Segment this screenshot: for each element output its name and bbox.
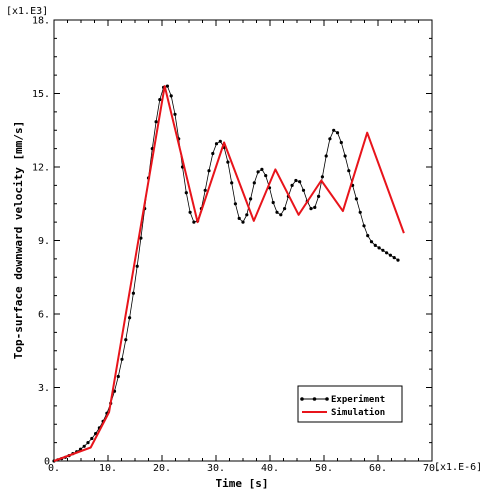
- experiment-point: [294, 178, 298, 183]
- x-tick-label: 30.: [207, 463, 225, 474]
- y-tick-label: 18.: [32, 16, 50, 27]
- experiment-point: [369, 240, 374, 244]
- x-tick-label: 60.: [369, 463, 387, 474]
- experiment-point: [320, 175, 324, 179]
- experiment-point: [392, 256, 396, 260]
- experiment-point: [211, 151, 215, 156]
- experiment-point: [256, 170, 260, 174]
- y-axis-title: Top-surface downward velocity [mm/s]: [12, 121, 25, 359]
- experiment-point: [120, 357, 124, 361]
- y-multiplier-label: [x1.E3]: [6, 6, 48, 17]
- experiment-point: [165, 84, 169, 88]
- experiment-point: [335, 131, 340, 135]
- x-multiplier-label: [x1.E-6]: [434, 462, 482, 473]
- experiment-point: [207, 169, 211, 173]
- legend: Experiment Simulation: [297, 385, 403, 423]
- experiment-point: [86, 441, 90, 445]
- experiment-point: [298, 180, 302, 184]
- experiment-point: [124, 338, 128, 342]
- experiment-point: [271, 200, 275, 205]
- experiment-point: [396, 258, 400, 262]
- legend-experiment-marker: [300, 397, 304, 401]
- legend-experiment-label: Experiment: [331, 394, 385, 405]
- series-layer: [52, 84, 405, 463]
- experiment-point: [154, 120, 158, 124]
- y-tick-label: 3.: [38, 383, 50, 394]
- experiment-point: [339, 140, 343, 145]
- experiment-point: [233, 202, 237, 206]
- axis-ticks: 0. 10. 20. 30. 40. 50. 60. 70. 0 3. 6. 9. 12. 15. 18.: [32, 16, 441, 475]
- experiment-point: [131, 291, 135, 295]
- experiment-point: [226, 160, 230, 164]
- experiment-point: [332, 128, 336, 132]
- x-tick-label: 40.: [261, 463, 279, 474]
- experiment-point: [252, 181, 256, 185]
- experiment-point: [377, 246, 381, 250]
- y-tick-label: 12.: [32, 163, 50, 174]
- experiment-point: [192, 220, 196, 224]
- experiment-point: [90, 436, 94, 441]
- experiment-point: [301, 188, 306, 192]
- experiment-point: [245, 213, 249, 217]
- experiment-point: [324, 154, 328, 158]
- experiment-point: [230, 181, 234, 185]
- experiment-point: [173, 112, 177, 116]
- experiment-point: [381, 248, 385, 252]
- experiment-point: [214, 142, 219, 146]
- legend-simulation-label: Simulation: [331, 407, 385, 418]
- y-tick-label: 6.: [38, 310, 50, 321]
- experiment-point: [309, 207, 313, 211]
- experiment-point: [184, 191, 188, 195]
- experiment-point: [241, 220, 245, 224]
- experiment-point: [135, 264, 139, 268]
- x-tick-label: 20.: [153, 463, 171, 474]
- experiment-point: [290, 183, 294, 187]
- experiment-point: [313, 205, 317, 209]
- y-tick-label: 0: [44, 457, 50, 468]
- experiment-point: [237, 216, 241, 220]
- experiment-point: [279, 213, 283, 217]
- experiment-point: [347, 169, 351, 173]
- experiment-point: [275, 210, 279, 214]
- experiment-point: [358, 210, 362, 214]
- experiment-point: [317, 194, 321, 198]
- experiment-point: [385, 251, 389, 255]
- legend-box: [297, 385, 403, 423]
- legend-experiment-marker: [312, 397, 317, 401]
- experiment-point: [203, 188, 207, 192]
- experiment-point: [354, 197, 358, 201]
- y-tick-label: 9.: [38, 236, 50, 247]
- experiment-point: [328, 137, 332, 141]
- experiment-point: [169, 94, 173, 98]
- experiment-point: [218, 139, 222, 143]
- experiment-point: [283, 207, 287, 211]
- experiment-point: [264, 174, 268, 178]
- simulation-series-line: [53, 85, 405, 462]
- legend-experiment-marker: [325, 397, 329, 401]
- experiment-point: [116, 374, 120, 379]
- x-tick-label: 70.: [423, 463, 441, 474]
- experiment-point: [82, 444, 86, 448]
- experiment-point: [188, 210, 192, 214]
- experiment-point: [366, 234, 370, 238]
- y-tick-label: 15.: [32, 89, 50, 100]
- experiment-point: [343, 154, 347, 158]
- experiment-point: [373, 243, 377, 247]
- experiment-point: [388, 253, 392, 257]
- x-tick-label: 50.: [315, 463, 333, 474]
- experiment-point: [158, 98, 162, 102]
- experiment-point: [362, 224, 366, 228]
- experiment-point: [139, 236, 143, 240]
- experiment-point: [249, 197, 253, 201]
- experiment-point: [260, 167, 264, 171]
- x-axis-title: Time [s]: [216, 477, 269, 490]
- experiment-point: [128, 316, 132, 320]
- x-tick-label: 10.: [99, 463, 117, 474]
- x-tick-label: 0.: [48, 463, 60, 474]
